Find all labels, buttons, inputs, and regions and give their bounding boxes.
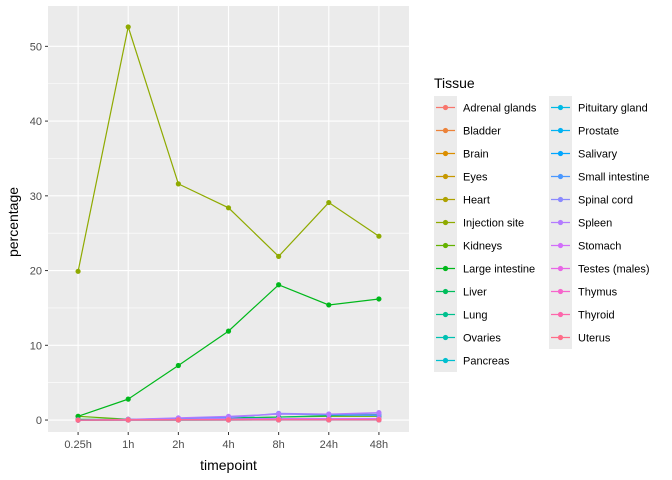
- data-point: [326, 302, 332, 308]
- y-tick-label: 50: [30, 41, 42, 53]
- legend-label: Thyroid: [578, 310, 615, 322]
- y-tick-label: 0: [36, 415, 42, 427]
- y-tick-label: 20: [30, 266, 42, 278]
- legend-key-point: [442, 288, 449, 295]
- data-point: [175, 362, 181, 369]
- legend-key-point: [557, 334, 564, 341]
- legend-key-point: [442, 357, 449, 364]
- data-point: [125, 396, 131, 402]
- data-point: [276, 253, 282, 259]
- legend-key-point: [442, 196, 449, 203]
- legend-label: Ovaries: [463, 333, 501, 345]
- legend-label: Adrenal glands: [463, 103, 537, 115]
- data-point: [75, 268, 81, 274]
- data-point: [376, 233, 382, 239]
- legend-key-point: [442, 242, 449, 249]
- data-point: [326, 199, 332, 206]
- legend: Tissue Adrenal glands Bladder Brain Eyes Hea…: [434, 75, 650, 372]
- y-tick-label: 30: [30, 191, 42, 203]
- y-tick-label: 40: [30, 116, 42, 128]
- data-point: [376, 296, 382, 302]
- gridlines: [48, 6, 409, 432]
- legend-key-point: [557, 265, 564, 272]
- x-axis: 0.25h 1h 2h 4h 8h 24h 48h: [64, 432, 388, 451]
- legend-key-point: [442, 311, 449, 318]
- x-tick-label: 1h: [122, 439, 134, 451]
- data-point: [125, 417, 131, 423]
- x-tick-label: 0.25h: [64, 439, 92, 451]
- x-tick-label: 8h: [273, 439, 285, 451]
- data-point: [225, 328, 232, 334]
- legend-label: Liver: [463, 287, 487, 299]
- x-tick-label: 48h: [370, 439, 388, 451]
- data-point: [376, 417, 382, 423]
- legend-label: Spleen: [578, 218, 612, 230]
- data-point: [376, 409, 382, 416]
- legend-label: Stomach: [578, 241, 621, 253]
- legend-label: Thymus: [578, 287, 618, 299]
- y-axis: 0 10 20 30 40 50: [30, 41, 48, 427]
- legend-label: Lung: [463, 310, 487, 322]
- legend-label: Small intestine: [578, 172, 650, 184]
- legend-label: Bladder: [463, 126, 501, 138]
- legend-key-point: [442, 334, 449, 341]
- legend-label: Testes (males): [578, 264, 650, 276]
- legend-key-point: [442, 104, 449, 111]
- legend-key-point: [557, 311, 564, 318]
- legend-label: Kidneys: [463, 241, 503, 253]
- legend-key-point: [557, 173, 564, 180]
- data-point: [225, 205, 232, 211]
- legend-key-point: [557, 288, 564, 295]
- legend-key-point: [557, 242, 564, 249]
- data-point: [75, 417, 81, 423]
- x-tick-label: 24h: [320, 439, 338, 451]
- y-tick-label: 10: [30, 340, 42, 352]
- legend-key-point: [557, 127, 564, 134]
- legend-label: Heart: [463, 195, 490, 207]
- data-point: [326, 411, 332, 417]
- data-point: [225, 417, 232, 423]
- data-point: [276, 411, 282, 417]
- legend-label: Eyes: [463, 172, 488, 184]
- legend-label: Pancreas: [463, 356, 510, 368]
- legend-label: Salivary: [578, 149, 618, 161]
- x-tick-label: 4h: [222, 439, 234, 451]
- data-point: [125, 24, 131, 30]
- legend-title: Tissue: [434, 75, 475, 91]
- legend-key-point: [557, 150, 564, 157]
- legend-label: Large intestine: [463, 264, 535, 276]
- data-point: [175, 417, 181, 423]
- legend-label: Pituitary gland: [578, 103, 648, 115]
- legend-label: Uterus: [578, 333, 611, 345]
- legend-key-point: [442, 219, 449, 226]
- data-point: [276, 417, 282, 423]
- legend-label: Spinal cord: [578, 195, 633, 207]
- series-points: [75, 24, 382, 423]
- x-tick-label: 2h: [172, 439, 184, 451]
- y-axis-title: percentage: [5, 187, 21, 257]
- legend-key-point: [442, 265, 449, 272]
- legend-key-point: [557, 104, 564, 111]
- x-axis-title: timepoint: [200, 457, 257, 473]
- legend-key-point: [442, 150, 449, 157]
- data-point: [175, 181, 181, 187]
- data-point: [326, 417, 332, 423]
- legend-key-point: [557, 196, 564, 203]
- legend-label: Brain: [463, 149, 489, 161]
- legend-label: Injection site: [463, 218, 524, 230]
- legend-key-point: [442, 127, 449, 134]
- legend-key-point: [557, 219, 564, 226]
- legend-key-point: [442, 173, 449, 180]
- legend-label: Prostate: [578, 126, 619, 138]
- data-point: [276, 282, 282, 288]
